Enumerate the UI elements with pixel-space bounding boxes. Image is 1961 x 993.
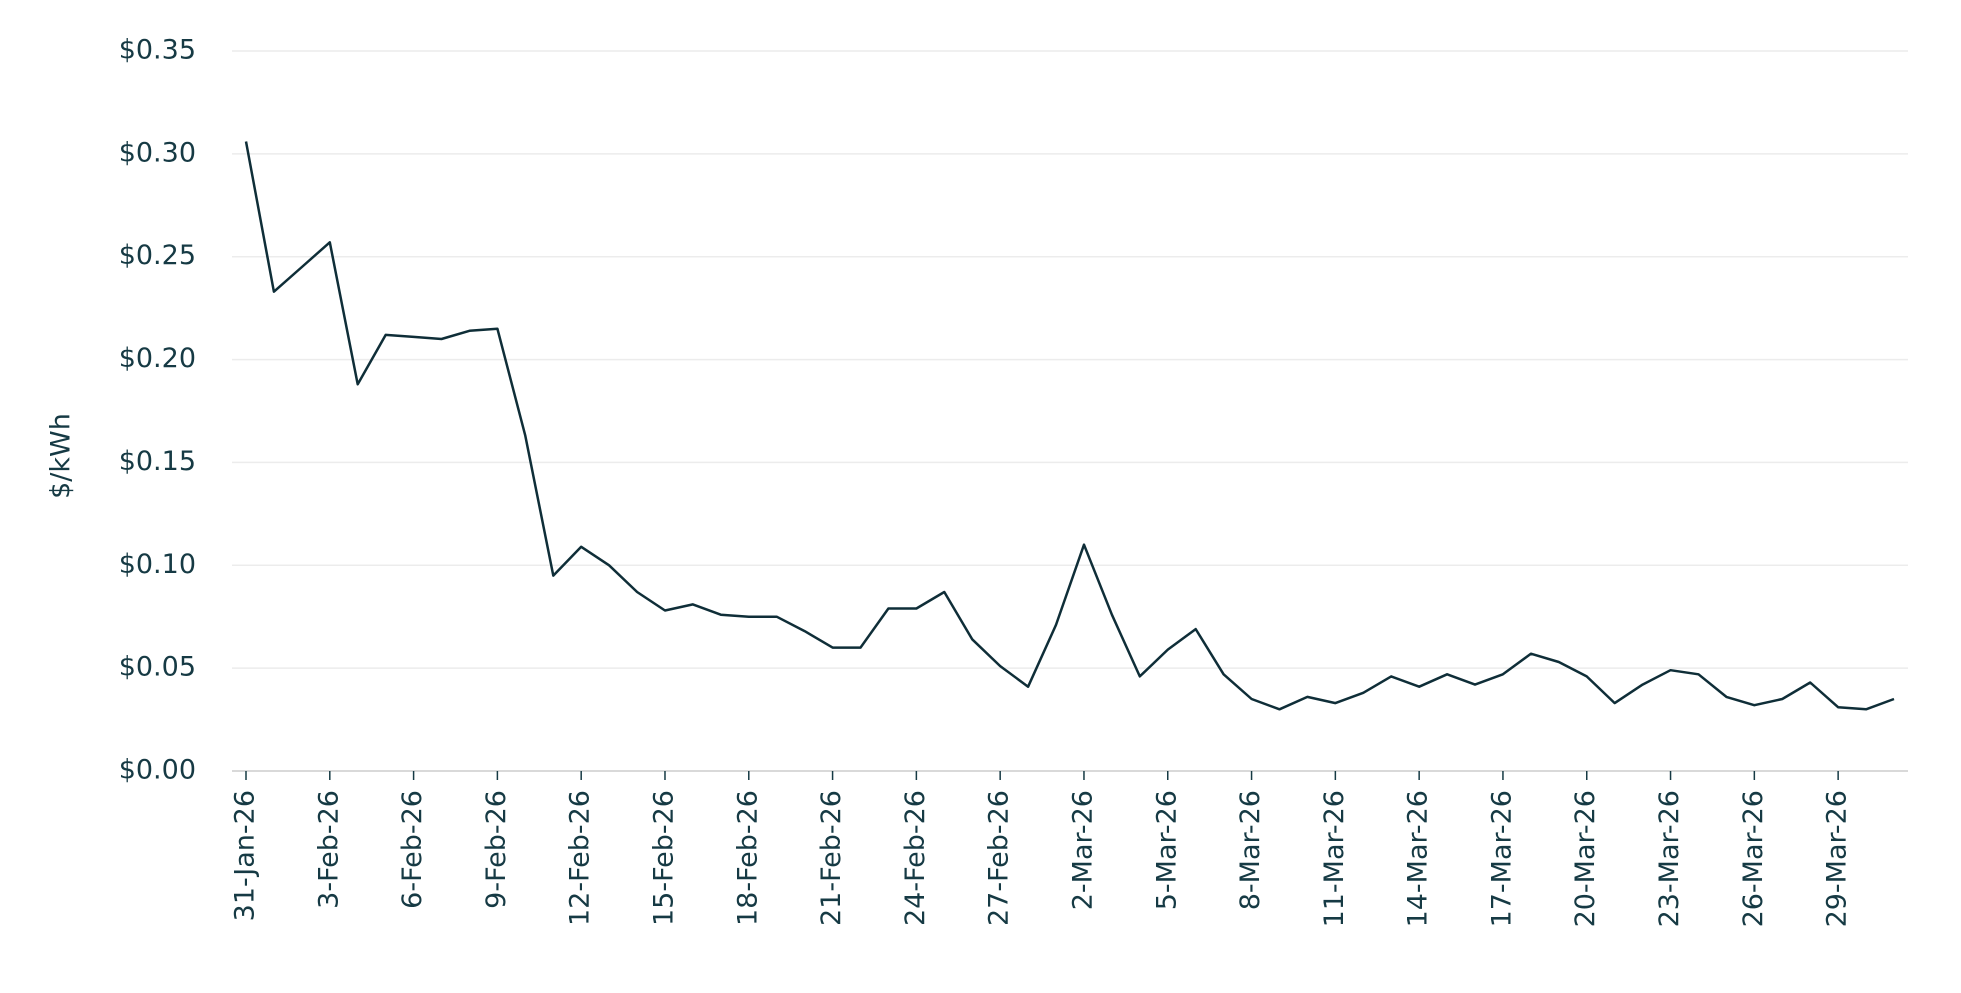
x-tick-label: 2-Mar-26 bbox=[1067, 790, 1098, 910]
x-tick-label: 24-Feb-26 bbox=[900, 790, 931, 926]
x-tick-label: 18-Feb-26 bbox=[732, 790, 763, 926]
x-tick-label: 3-Feb-26 bbox=[313, 790, 344, 909]
x-tick-label: 21-Feb-26 bbox=[816, 790, 847, 926]
y-tick-label: $0.20 bbox=[119, 343, 196, 374]
y-tick-label: $0.25 bbox=[119, 240, 196, 271]
y-axis-label: $/kWh bbox=[46, 413, 77, 499]
price-line bbox=[244, 141, 1895, 711]
y-tick-label: $0.05 bbox=[119, 652, 196, 683]
x-tick-label: 6-Feb-26 bbox=[397, 790, 428, 909]
x-tick-label: 11-Mar-26 bbox=[1319, 790, 1350, 927]
x-tick-label: 20-Mar-26 bbox=[1570, 790, 1601, 927]
x-tick-label: 31-Jan-26 bbox=[230, 790, 261, 921]
x-tick-label: 17-Mar-26 bbox=[1486, 790, 1517, 927]
y-tick-label: $0.00 bbox=[119, 755, 196, 786]
x-tick-label: 5-Mar-26 bbox=[1151, 790, 1182, 910]
x-tick-label: 9-Feb-26 bbox=[481, 790, 512, 909]
x-tick-label: 14-Mar-26 bbox=[1403, 790, 1434, 927]
y-tick-label: $0.35 bbox=[119, 35, 196, 66]
y-tick-label: $0.15 bbox=[119, 446, 196, 477]
x-tick-label: 29-Mar-26 bbox=[1822, 790, 1853, 927]
x-tick-label: 27-Feb-26 bbox=[984, 790, 1015, 926]
y-tick-label: $0.10 bbox=[119, 549, 196, 580]
x-tick-label: 8-Mar-26 bbox=[1235, 790, 1266, 910]
x-tick-label: 23-Mar-26 bbox=[1654, 790, 1685, 927]
x-tick-label: 12-Feb-26 bbox=[565, 790, 596, 926]
y-tick-label: $0.30 bbox=[119, 137, 196, 168]
x-tick-label: 15-Feb-26 bbox=[648, 790, 679, 926]
x-tick-label: 26-Mar-26 bbox=[1738, 790, 1769, 927]
